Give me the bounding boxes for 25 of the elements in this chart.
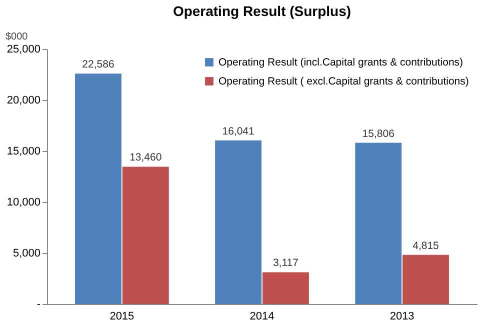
x-tick-label: 2013 [390,310,414,322]
data-label: 4,815 [412,240,440,252]
data-label: 22,586 [82,58,114,71]
y-tick-label: 10,000 [6,196,40,208]
y-tick-label: 25,000 [6,44,40,56]
bar [215,140,262,304]
bar [75,74,122,304]
data-label: 16,041 [222,125,255,138]
data-label: 15,806 [362,128,395,140]
y-tick-label: - [36,298,41,310]
x-tick-label: 2015 [110,310,134,322]
bar [402,254,449,304]
y-tick-label: 15,000 [6,146,40,158]
chart-title: Operating Result (Surplus) [172,3,352,19]
bar [262,272,309,304]
bar [355,142,402,304]
y-axis-title: $000 [6,32,28,42]
data-label: 3,117 [272,257,299,270]
bar [122,166,169,304]
y-tick-label: 20,000 [6,94,40,106]
legend-label: Operating Result (incl.Capital grants & contributions) [218,56,464,68]
x-tick-label: 2014 [250,310,274,322]
legend-label: Operating Result ( excl.Capital grants & contributions) [218,75,469,88]
data-label: 13,460 [130,152,162,164]
y-tick-label: 5,000 [12,248,40,260]
